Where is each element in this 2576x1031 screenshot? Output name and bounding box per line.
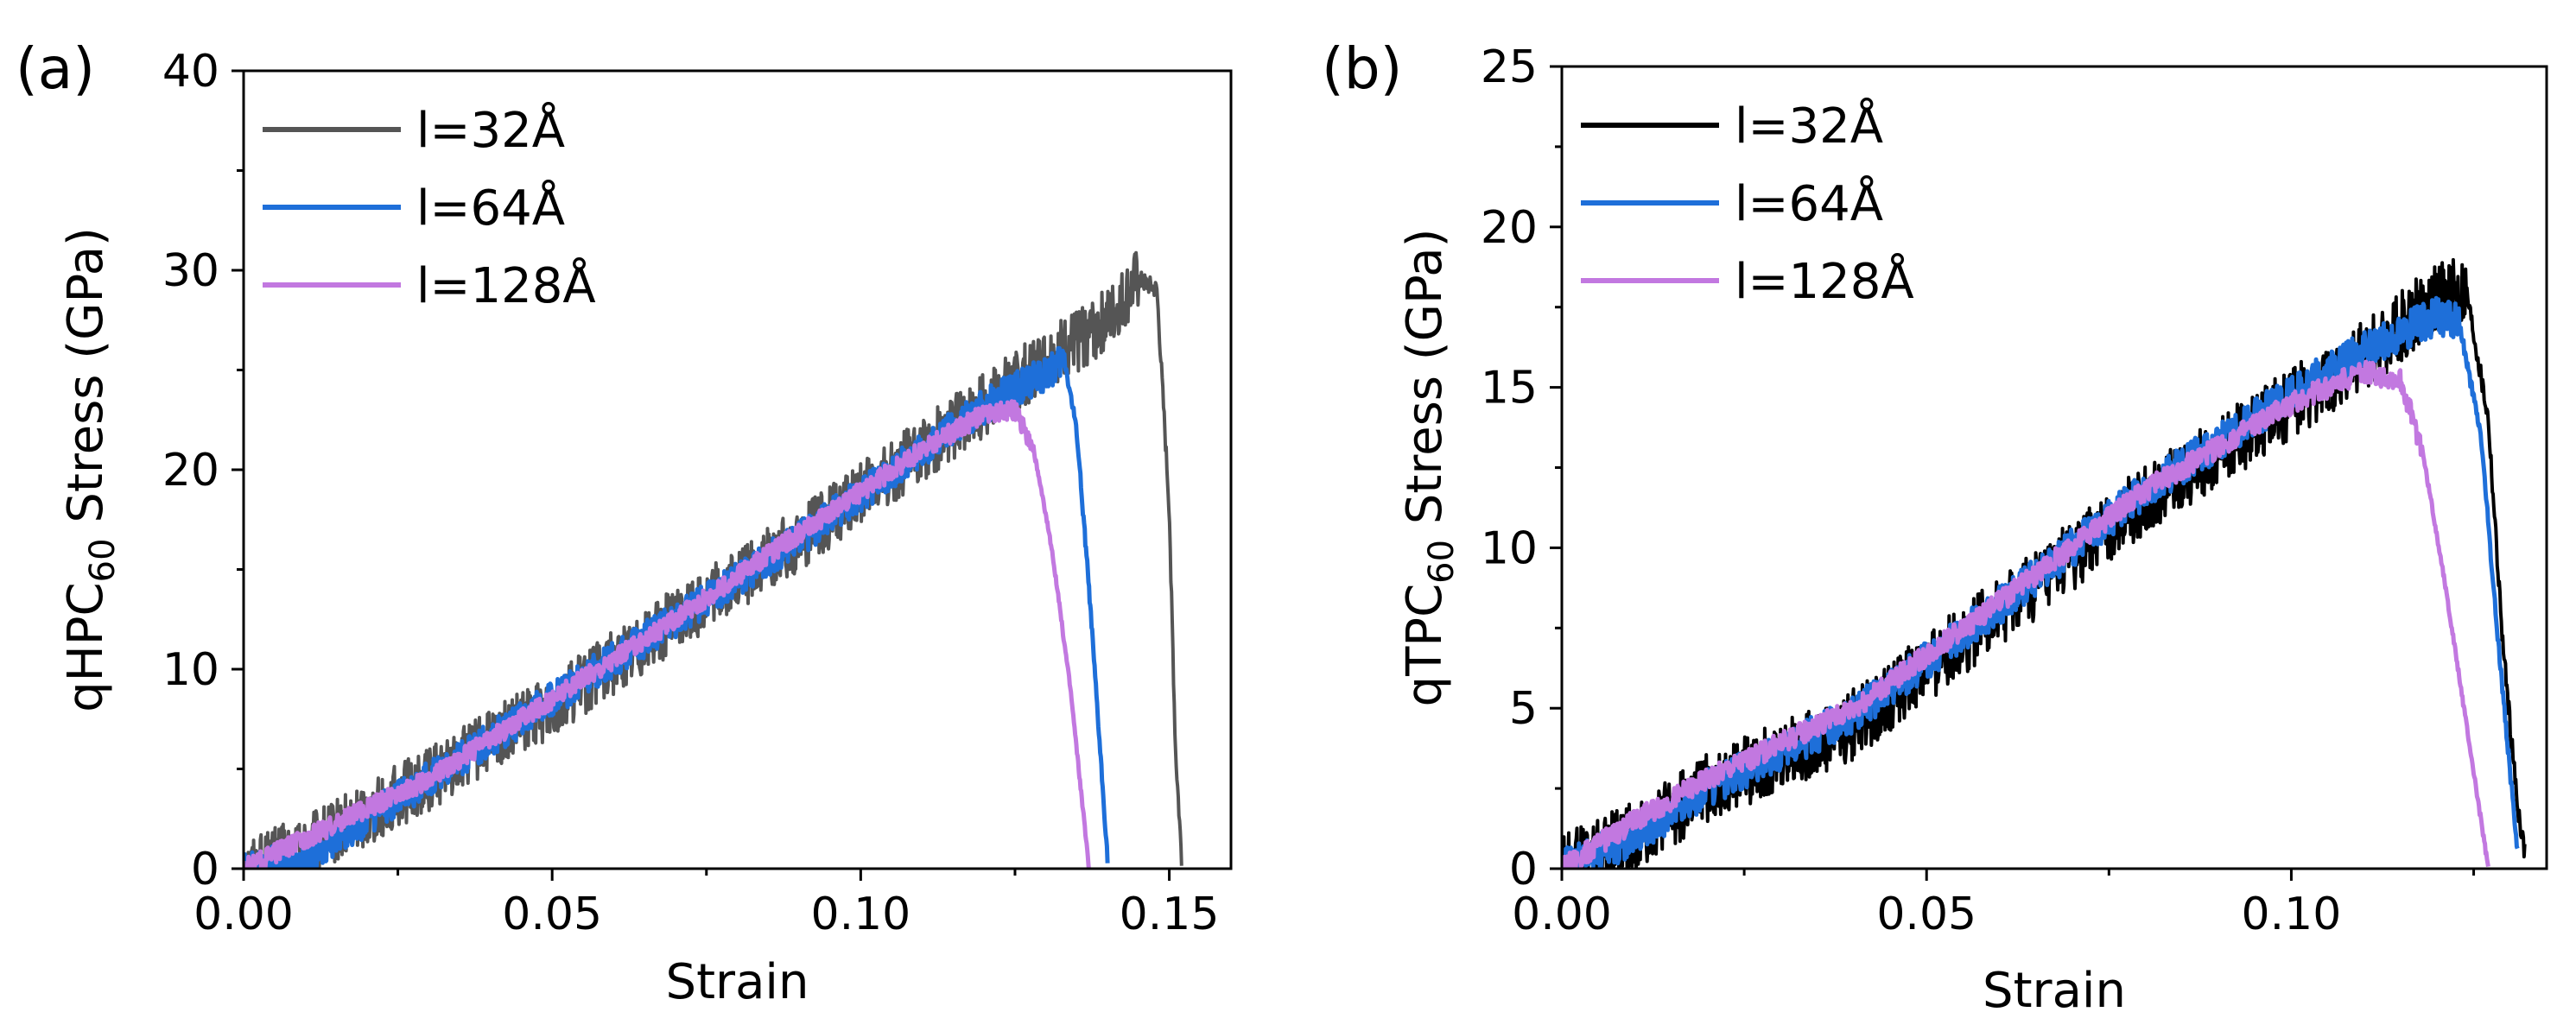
y-tick-label: 0 — [1509, 844, 1538, 895]
legend-label-1: l=32Å — [1735, 98, 1883, 155]
y-tick-label: 5 — [1509, 683, 1538, 735]
y-axis-label-suffix: Stress (GPa) — [58, 227, 114, 538]
y-tick-label: 0 — [191, 844, 219, 895]
y-axis-label-prefix: qHPC — [58, 582, 114, 712]
series-line-3 — [244, 399, 1091, 869]
x-tick-label: 0.05 — [502, 889, 602, 940]
x-axis-label: Strain — [666, 954, 809, 1010]
x-tick-label: 0.10 — [2242, 889, 2342, 940]
series-group — [244, 250, 1183, 869]
panel-label: (a) — [16, 35, 95, 102]
chart-panel-1: 0.00 0.05 0.10 0.15 0 10 20 30 40 Strain qHPC60 St… — [16, 35, 1233, 1010]
legend-label-2: l=64Å — [1735, 175, 1883, 232]
y-axis-label: qHPC60 Stress (GPa) — [58, 227, 123, 712]
series-line-1 — [244, 250, 1183, 869]
legend-label-1: l=32Å — [416, 102, 565, 159]
x-axis-label: Strain — [1983, 963, 2126, 1019]
series-line-3 — [1562, 359, 2490, 869]
panel-label: (b) — [1322, 35, 1402, 102]
y-tick-label: 20 — [1481, 202, 1538, 254]
y-tick-label: 40 — [162, 46, 219, 98]
plot-frame — [1560, 65, 2548, 870]
y-axis-label-subscript: 60 — [1422, 540, 1462, 584]
y-tick-label: 10 — [162, 644, 219, 696]
y-axis-label-prefix: qTPC — [1397, 584, 1453, 707]
x-tick-label: 0.00 — [194, 889, 294, 940]
chart-panel-2: 0.00 0.05 0.10 0 5 10 15 20 25 Strain qTPC60 Stres… — [1322, 35, 2548, 1019]
x-tick-label: 0.15 — [1120, 889, 1220, 940]
plot-frame — [242, 69, 1233, 870]
legend-label-3: l=128Å — [1735, 253, 1914, 310]
legend: l=32Å l=64Å l=128Å — [1581, 98, 1914, 310]
y-axis-label-suffix: Stress (GPa) — [1397, 229, 1453, 540]
series-group — [1562, 257, 2527, 869]
y-tick-label: 15 — [1481, 363, 1538, 414]
y-tick-label: 30 — [162, 245, 219, 297]
x-tick-label: 0.00 — [1512, 889, 1612, 940]
x-tick-label: 0.05 — [1876, 889, 1976, 940]
y-axis-label-subscript: 60 — [83, 538, 123, 582]
legend: l=32Å l=64Å l=128Å — [263, 102, 596, 314]
y-tick-label: 20 — [162, 445, 219, 497]
y-tick-label: 10 — [1481, 522, 1538, 574]
y-axis-label: qTPC60 Stress (GPa) — [1397, 229, 1462, 707]
legend-label-2: l=64Å — [416, 180, 565, 237]
y-tick-label: 25 — [1481, 41, 1538, 93]
legend-label-3: l=128Å — [416, 257, 596, 314]
x-tick-label: 0.10 — [810, 889, 910, 940]
